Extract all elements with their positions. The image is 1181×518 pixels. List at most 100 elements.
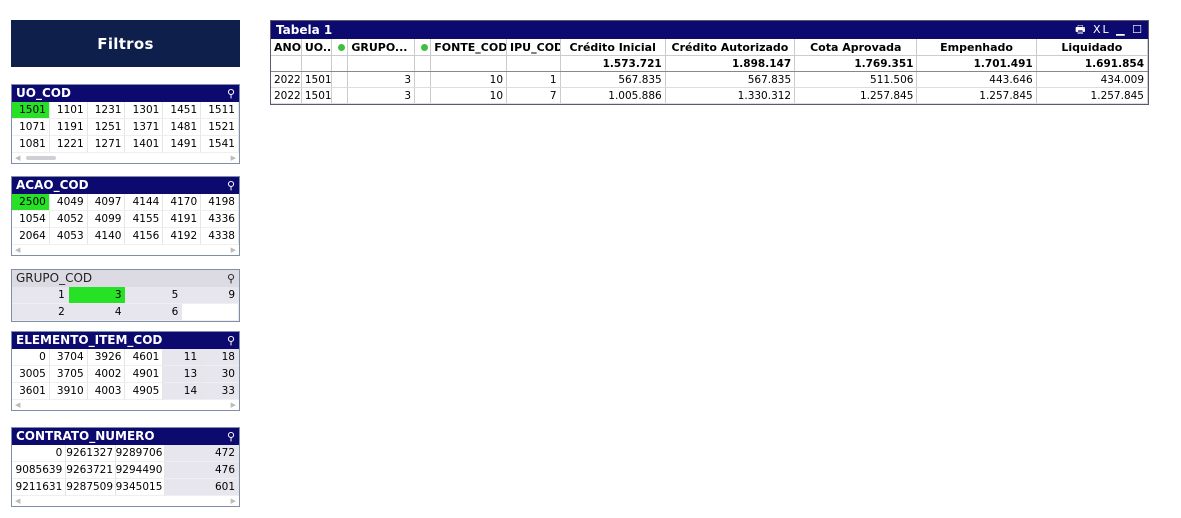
- column-header[interactable]: IPU_COD: [506, 39, 561, 56]
- listbox-value[interactable]: 1371: [125, 119, 164, 136]
- listbox-value[interactable]: 1071: [12, 119, 50, 136]
- sort-indicator-icon[interactable]: [414, 39, 432, 56]
- listbox-value[interactable]: 1511: [201, 102, 239, 119]
- listbox-grupo-cod-caption[interactable]: GRUPO_COD ⚲: [12, 270, 239, 287]
- listbox-value[interactable]: 1481: [163, 119, 202, 136]
- listbox-value[interactable]: 601: [164, 479, 239, 496]
- listbox-value[interactable]: 4191: [163, 211, 202, 228]
- listbox-value[interactable]: [182, 304, 239, 321]
- listbox-value[interactable]: 1251: [87, 119, 126, 136]
- scroll-left-icon[interactable]: ◀: [15, 401, 21, 409]
- listbox-value[interactable]: 4052: [49, 211, 88, 228]
- scroll-right-icon[interactable]: ▶: [230, 154, 236, 162]
- listbox-value[interactable]: 1191: [49, 119, 88, 136]
- search-icon[interactable]: ⚲: [226, 272, 235, 285]
- listbox-elemento-item-cod-caption[interactable]: ELEMENTO_ITEM_COD ⚲: [12, 332, 239, 349]
- search-icon[interactable]: ⚲: [226, 87, 235, 100]
- listbox-value[interactable]: 9289706: [115, 445, 165, 462]
- listbox-value[interactable]: 1221: [49, 136, 88, 153]
- column-header[interactable]: UO...: [301, 39, 333, 56]
- listbox-value[interactable]: 4601: [125, 349, 164, 366]
- scroll-left-icon[interactable]: ◀: [15, 154, 21, 162]
- scroll-left-icon[interactable]: ◀: [15, 497, 21, 505]
- listbox-value[interactable]: 4198: [201, 194, 239, 211]
- listbox-value[interactable]: 4140: [87, 228, 126, 245]
- listbox-contrato-numero-caption[interactable]: CONTRATO_NUMERO ⚲: [12, 428, 239, 445]
- listbox-value[interactable]: 3601: [12, 383, 50, 400]
- listbox-value[interactable]: 1081: [12, 136, 50, 153]
- listbox-value[interactable]: 4156: [125, 228, 164, 245]
- listbox-value[interactable]: 9345015: [115, 479, 165, 496]
- listbox-value[interactable]: 9263721: [66, 462, 116, 479]
- listbox-value[interactable]: 4097: [87, 194, 126, 211]
- listbox-value[interactable]: 472: [164, 445, 239, 462]
- table-caption[interactable]: Tabela 1 🖶 XL ▁ ☐: [271, 21, 1148, 39]
- horizontal-scrollbar[interactable]: ◀ ▶: [12, 400, 239, 410]
- column-header[interactable]: FONTE_COD: [430, 39, 508, 56]
- listbox-value[interactable]: 30: [201, 366, 239, 383]
- listbox-value[interactable]: 2: [12, 304, 69, 321]
- listbox-value[interactable]: 13: [163, 366, 202, 383]
- column-header[interactable]: Empenhado: [916, 39, 1037, 56]
- listbox-value[interactable]: 1231: [87, 102, 126, 119]
- listbox-value[interactable]: 4053: [49, 228, 88, 245]
- column-header[interactable]: ANO: [271, 39, 302, 56]
- listbox-value[interactable]: 9085639: [12, 462, 67, 479]
- listbox-value[interactable]: 9287509: [66, 479, 116, 496]
- listbox-acao-cod-caption[interactable]: ACAO_COD ⚲: [12, 177, 239, 194]
- listbox-acao-cod[interactable]: ACAO_COD ⚲ 2500 4049 4097 4144 4170 4198 1054 4…: [11, 176, 240, 256]
- listbox-value[interactable]: 14: [163, 383, 202, 400]
- listbox-value[interactable]: 4338: [201, 228, 239, 245]
- listbox-uo-cod[interactable]: UO_COD ⚲ 1501 1101 1231 1301 1451 1511 1071 119…: [11, 84, 240, 164]
- search-icon[interactable]: ⚲: [226, 179, 235, 192]
- listbox-value[interactable]: 0: [12, 349, 50, 366]
- listbox-value[interactable]: 1501: [12, 102, 50, 119]
- scroll-right-icon[interactable]: ▶: [230, 401, 236, 409]
- listbox-contrato-numero[interactable]: CONTRATO_NUMERO ⚲ 0 9261327 9289706 472 9085…: [11, 427, 240, 507]
- scroll-right-icon[interactable]: ▶: [230, 497, 236, 505]
- column-header[interactable]: Crédito Inicial: [560, 39, 666, 56]
- listbox-value[interactable]: 4170: [163, 194, 202, 211]
- listbox-uo-cod-caption[interactable]: UO_COD ⚲: [12, 85, 239, 102]
- search-icon[interactable]: ⚲: [226, 334, 235, 347]
- listbox-value[interactable]: 9: [182, 287, 239, 304]
- listbox-value[interactable]: 6: [125, 304, 183, 321]
- listbox-value[interactable]: 9294490: [115, 462, 165, 479]
- listbox-value[interactable]: 3910: [49, 383, 88, 400]
- column-header[interactable]: Liquidado: [1036, 39, 1149, 56]
- listbox-value[interactable]: 1401: [125, 136, 164, 153]
- listbox-value[interactable]: 0: [12, 445, 67, 462]
- scroll-right-icon[interactable]: ▶: [230, 246, 236, 254]
- listbox-value[interactable]: 1: [12, 287, 69, 304]
- listbox-value[interactable]: 2064: [12, 228, 50, 245]
- column-header[interactable]: Crédito Autorizado: [665, 39, 796, 56]
- listbox-value[interactable]: 4144: [125, 194, 164, 211]
- listbox-value[interactable]: 476: [164, 462, 239, 479]
- listbox-value[interactable]: 33: [201, 383, 239, 400]
- listbox-value[interactable]: 5: [125, 287, 183, 304]
- listbox-value[interactable]: 1451: [163, 102, 202, 119]
- listbox-value[interactable]: 3705: [49, 366, 88, 383]
- listbox-value[interactable]: 4: [68, 304, 126, 321]
- listbox-value[interactable]: 18: [201, 349, 239, 366]
- listbox-value[interactable]: 4099: [87, 211, 126, 228]
- horizontal-scrollbar[interactable]: ◀ ▶: [12, 496, 239, 506]
- listbox-value[interactable]: 4192: [163, 228, 202, 245]
- listbox-value[interactable]: 4905: [125, 383, 164, 400]
- listbox-value[interactable]: 4002: [87, 366, 126, 383]
- listbox-value[interactable]: 4336: [201, 211, 239, 228]
- window-controls[interactable]: 🖶 XL ▁ ☐: [1075, 23, 1144, 36]
- listbox-value[interactable]: 1541: [201, 136, 239, 153]
- column-header[interactable]: Cota Aprovada: [794, 39, 918, 56]
- listbox-value[interactable]: 3926: [87, 349, 126, 366]
- listbox-value[interactable]: 1271: [87, 136, 126, 153]
- listbox-value[interactable]: 2500: [12, 194, 50, 211]
- horizontal-scrollbar[interactable]: ◀ ▶: [12, 245, 239, 255]
- listbox-value[interactable]: 3704: [49, 349, 88, 366]
- listbox-value[interactable]: 3: [68, 287, 126, 304]
- listbox-value[interactable]: 3005: [12, 366, 50, 383]
- sort-indicator-icon[interactable]: [331, 39, 349, 56]
- listbox-value[interactable]: 11: [163, 349, 202, 366]
- listbox-value[interactable]: 4049: [49, 194, 88, 211]
